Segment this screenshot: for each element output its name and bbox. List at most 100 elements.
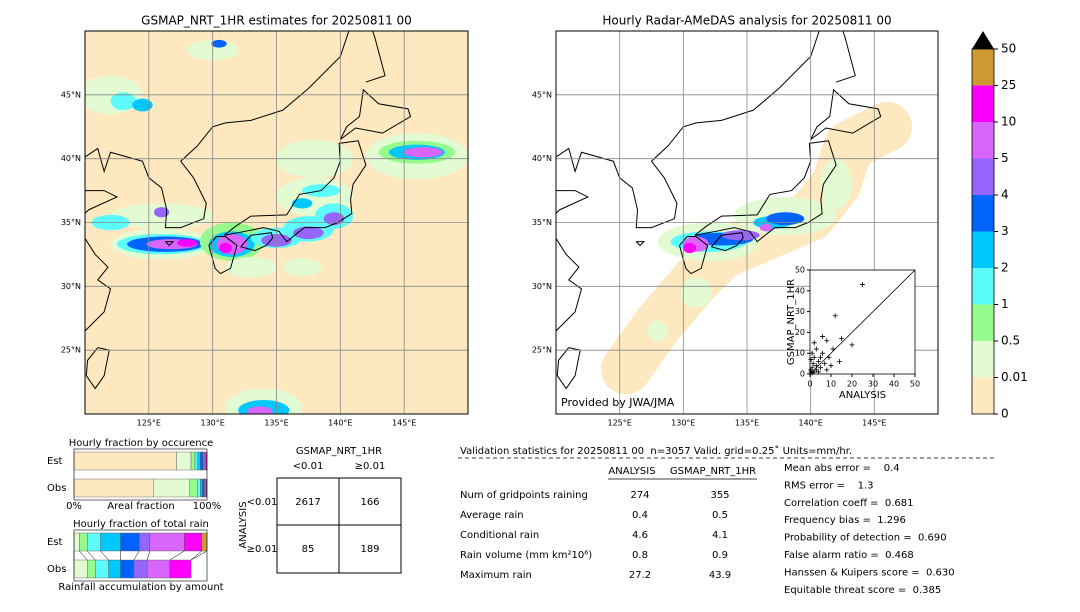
table-cell: 2617 [295,497,320,508]
y-tick-label: 30°N [532,282,552,291]
scatter-point [813,346,819,352]
annotation: Provided by JWA/JMA [561,396,675,409]
colorbar-label: 25 [1001,78,1016,92]
bar-segment [149,532,185,552]
y-tick-label: 50 [795,266,805,275]
rain-area [293,226,324,240]
bar-segment [100,532,121,552]
column-header: <0.01 [293,461,324,472]
scatter-point [826,354,832,360]
scatter-point [811,354,817,360]
stat-value: 27.2 [629,570,651,581]
x-tick-label: 125°E [608,419,632,428]
colorbar-label: 10 [1001,115,1016,129]
rain-area [680,277,712,309]
y-tick-label: 40°N [532,154,552,163]
row-label: Maximum rain [460,570,532,581]
coastline [679,236,709,275]
table-cell: 166 [360,497,379,508]
bar-segment [153,478,190,498]
stat-value: 4.6 [632,530,648,541]
connector [87,550,96,561]
bar-segment [73,478,155,498]
colorbar-segment [972,158,994,195]
map-layer [85,31,468,414]
score: Probability of detection = 0.690 [784,533,947,544]
row-header: <0.01 [247,497,278,508]
scatter-point [808,356,814,362]
x-tick-label: 0% [66,501,82,512]
scatter-point [815,359,821,365]
score: Correlation coeff = 0.681 [784,498,914,509]
x-tick-label: 30 [868,380,878,389]
scatter-point [820,334,826,340]
stat-value: 4.1 [712,530,728,541]
bar-segment [79,532,88,552]
rain-area [153,207,170,218]
rain-area [110,92,137,111]
colorbar-label: 4 [1001,188,1009,202]
scatter-point [849,342,855,348]
y-tick-label: 30 [795,307,805,316]
scatter-point [860,282,865,288]
map-layer [556,31,938,414]
bar-segment [189,478,198,498]
row-label: Average rain [460,510,524,521]
colorbar-label: 0.01 [1001,370,1028,384]
x-tick-label: 10 [826,380,836,389]
y-tick-label: 10 [795,349,805,358]
bar-segment [87,532,101,552]
colorbar-label: 3 [1001,224,1009,238]
scatter-point [836,359,842,365]
scatter-point [818,365,823,371]
colorbar-segment [972,377,994,414]
coastline [810,88,882,140]
coastline [165,241,175,247]
bar-segment [194,451,198,471]
bar-segment [120,559,135,579]
y-tick-label: 35°N [532,218,552,227]
coastline [694,140,837,243]
colorbar-segment [972,85,994,122]
scatter-point [828,363,834,369]
rain-area [282,258,322,277]
score: Hanssen & Kuipers score = 0.630 [784,567,955,578]
x-tick-label: 140°E [328,419,352,428]
category-label: Est [47,456,63,467]
colorbar-segment [972,341,994,378]
colorbar-segment [972,122,994,159]
x-axis-label: Areal fraction [107,501,174,512]
scatter-point [824,338,830,344]
rain-area [820,158,852,210]
scatter-point [830,346,836,352]
scatter-point [822,361,828,367]
axes-frame [73,448,208,501]
stat-value: 0.9 [712,550,728,561]
scatter-point [820,350,826,356]
bar-segment [87,559,96,579]
diagonal [809,269,916,375]
bar-segment [73,559,88,579]
x-tick-label: 40 [889,380,899,389]
y-tick-label: 40 [795,286,805,295]
column-header: GSMAP_NRT_1HR [670,466,756,477]
y-tick-label: 40°N [61,154,81,163]
stat-value: 0.5 [712,510,728,521]
chart-title: Hourly fraction by occurence [69,438,213,449]
column-header: ≥0.01 [355,461,386,472]
table-cell: 189 [360,544,379,555]
score: Frequency bias = 1.296 [784,515,906,526]
x-tick-label: 140°E [799,419,823,428]
scatter-point [832,313,838,319]
row-title: ANALYSIS [238,501,249,548]
scatter-point [824,367,830,373]
bar-segment [184,532,202,552]
category-label: Obs [47,483,66,494]
table-cell: 85 [302,544,315,555]
x-tick-label: 100% [193,501,222,512]
colorbar-segment [972,49,994,86]
y-tick-label: 45°N [532,90,552,99]
map-frame [555,30,939,415]
row-label: Rain volume (mm km²10⁶) [460,550,592,561]
